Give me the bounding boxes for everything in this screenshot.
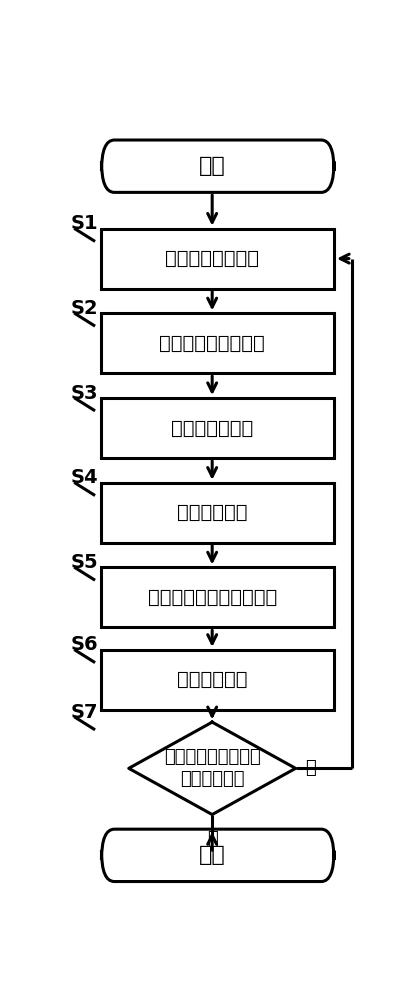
FancyBboxPatch shape	[101, 313, 333, 373]
FancyBboxPatch shape	[101, 483, 333, 543]
Text: 开始: 开始	[198, 156, 225, 176]
Text: 结束: 结束	[198, 845, 225, 865]
FancyBboxPatch shape	[101, 567, 333, 627]
Text: 提取眼部区域: 提取眼部区域	[176, 503, 247, 522]
Text: S1: S1	[71, 214, 98, 233]
Text: 是: 是	[206, 830, 217, 848]
Text: S5: S5	[71, 553, 98, 572]
FancyBboxPatch shape	[101, 140, 333, 192]
Text: 读取摄像头中的图像: 读取摄像头中的图像	[159, 334, 264, 353]
Text: 否: 否	[305, 759, 316, 777]
Text: 指示用户注视方向: 指示用户注视方向	[165, 249, 259, 268]
Text: 对比注视方向和视线
方向是否一致: 对比注视方向和视线 方向是否一致	[164, 748, 260, 788]
FancyBboxPatch shape	[101, 398, 333, 458]
Text: S6: S6	[71, 635, 98, 654]
Text: S2: S2	[71, 299, 98, 318]
Text: S7: S7	[71, 703, 98, 722]
FancyBboxPatch shape	[101, 229, 333, 289]
FancyBboxPatch shape	[101, 829, 333, 882]
Text: S3: S3	[71, 384, 98, 403]
Text: 获取脸部特征点: 获取脸部特征点	[171, 418, 253, 438]
Text: 计算视线方向: 计算视线方向	[176, 670, 247, 689]
Text: S4: S4	[71, 468, 98, 487]
Text: 准确定位出人眼虹膜中心: 准确定位出人眼虹膜中心	[147, 588, 276, 607]
FancyBboxPatch shape	[101, 650, 333, 710]
